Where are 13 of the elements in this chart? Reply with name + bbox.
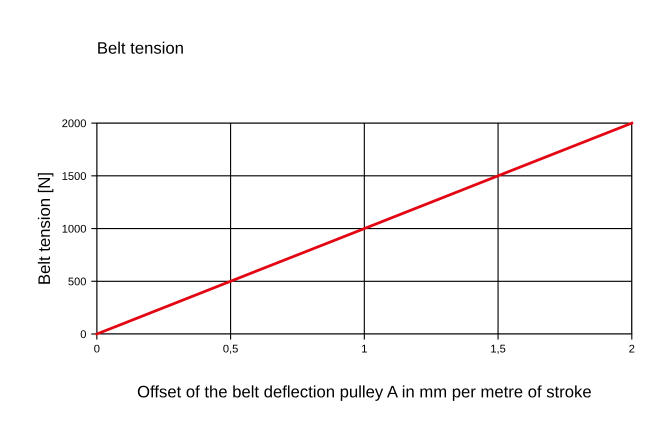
y-tick-label: 1000 (62, 224, 86, 233)
x-tick-label: 2 (629, 344, 634, 352)
x-tick-label: 0 (94, 344, 100, 353)
x-tick-label: 1,5 (491, 344, 506, 354)
y-tick-label: 2000 (62, 119, 86, 128)
y-tick-label: 0 (80, 330, 86, 338)
y-tick-label: 500 (68, 278, 86, 286)
chart-title: Belt tension (98, 42, 183, 54)
x-axis-title: Offset of the belt deflection pulley A in mm per metre of stroke (138, 385, 591, 401)
y-tick-label: 1500 (62, 172, 86, 180)
x-tick-label: 0,5 (223, 344, 238, 354)
x-tick-label: 1 (362, 344, 367, 352)
y-axis-title: Belt tension [N] (38, 173, 54, 284)
